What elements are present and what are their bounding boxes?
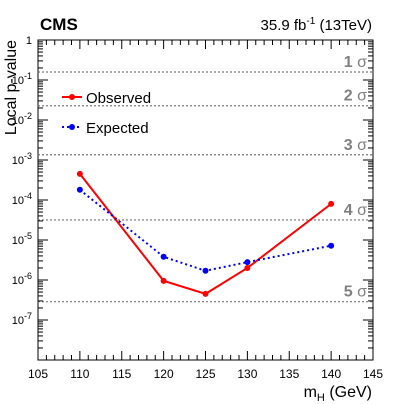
experiment-label: CMS (40, 15, 78, 34)
sigma-lines: 1 σ 2 σ 3 σ 4 σ 5 σ (38, 54, 373, 303)
expected-point (328, 242, 335, 249)
legend: Observed Expected (62, 90, 151, 137)
x-tick-label: 110 (70, 367, 89, 381)
expected-line (79, 189, 332, 272)
observed-line (79, 173, 332, 295)
x-tick-label: 105 (28, 367, 48, 381)
legend-observed-marker (69, 94, 75, 100)
x-tick-label: 140 (321, 367, 341, 381)
legend-expected-label: Expected (86, 120, 149, 137)
x-tick-label: 135 (279, 367, 299, 381)
y-tick-label: 10-1 (12, 71, 32, 87)
observed-point (202, 290, 209, 297)
y-tick-label: 10-5 (12, 231, 32, 247)
legend-observed-label: Observed (86, 90, 151, 107)
y-tick-label: 10-6 (12, 271, 32, 287)
x-tick-label: 130 (237, 367, 257, 381)
y-tick-label: 10-2 (12, 111, 32, 127)
observed-point (76, 170, 83, 177)
axis-ticks: 105 110 115 120 125 130 135 140 145 1 10-1 10-2 10-3… (12, 35, 384, 381)
y-tick-label: 1 (26, 35, 32, 47)
sigma-label: 1 σ (344, 54, 367, 71)
expected-point (244, 259, 251, 266)
data-series (76, 170, 335, 297)
y-tick-label: 10-7 (12, 311, 32, 327)
x-tick-label: 125 (195, 367, 215, 381)
observed-point (160, 277, 167, 284)
expected-point (160, 253, 167, 260)
expected-point (76, 186, 83, 193)
expected-point (202, 267, 209, 274)
observed-point (244, 264, 251, 271)
plot-frame (37, 39, 374, 361)
x-tick-label: 145 (363, 367, 383, 381)
sigma-label: 2 σ (344, 88, 367, 105)
y-axis-label: Local p-value (3, 40, 20, 135)
sigma-label: 5 σ (344, 284, 367, 301)
x-axis-label: mH (GeV) (304, 384, 372, 404)
sigma-label: 4 σ (344, 202, 367, 219)
observed-point (328, 200, 335, 207)
luminosity-label: 35.9 fb-1 (13TeV) (261, 16, 372, 34)
x-tick-label: 115 (112, 367, 131, 381)
y-tick-label: 10-3 (12, 151, 32, 167)
legend-expected-marker (69, 124, 75, 130)
x-tick-label: 120 (154, 367, 174, 381)
sigma-label: 3 σ (344, 137, 367, 154)
y-tick-label: 10-4 (12, 191, 32, 207)
